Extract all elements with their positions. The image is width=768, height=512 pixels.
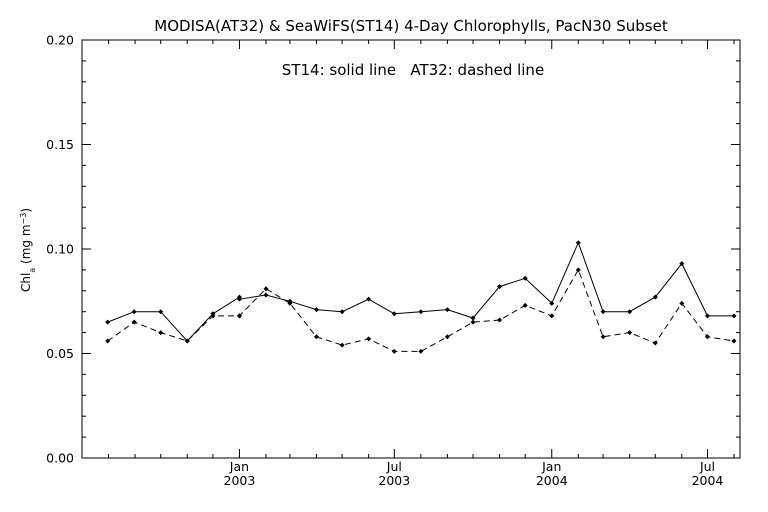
data-point-at32 (549, 313, 555, 319)
x-tick-year-label: 2003 (378, 473, 410, 488)
x-tick-year-label: 2004 (692, 473, 724, 488)
x-tick-month-label: Jan (229, 459, 249, 474)
series-layer (105, 240, 737, 354)
x-tick-year-label: 2004 (536, 473, 568, 488)
data-point-at32 (704, 334, 710, 340)
data-point-st14 (263, 292, 269, 298)
data-point-st14 (470, 315, 476, 321)
data-point-st14 (679, 261, 685, 267)
data-point-st14 (497, 284, 503, 290)
data-point-st14 (158, 309, 164, 315)
y-tick-label: 0.10 (46, 242, 74, 257)
data-point-at32 (444, 334, 450, 340)
y-axis: 0.00 0.05 0.10 0.15 0.20 (46, 33, 740, 466)
y-tick-label: 0.05 (46, 346, 74, 361)
data-point-at32 (679, 300, 685, 306)
data-point-st14 (418, 309, 424, 315)
data-point-at32 (470, 319, 476, 325)
data-point-at32 (497, 317, 503, 323)
data-point-st14 (366, 296, 372, 302)
data-point-st14 (600, 309, 606, 315)
series-legend-annotation: ST14: solid line AT32: dashed line (282, 61, 544, 79)
data-point-st14 (339, 309, 345, 315)
data-point-st14 (549, 300, 555, 306)
data-point-at32 (366, 336, 372, 342)
svg-text:Chla (mg m−3): Chla (mg m−3) (19, 208, 37, 292)
data-point-at32 (263, 286, 269, 292)
x-tick-year-label: 2003 (224, 473, 256, 488)
data-point-st14 (236, 296, 242, 302)
data-point-st14 (313, 307, 319, 313)
series-line-st14 (107, 241, 734, 342)
y-tick-label: 0.20 (46, 33, 74, 48)
x-tick-month-label: Jul (699, 459, 715, 474)
data-point-st14 (444, 307, 450, 313)
plot-frame (81, 39, 741, 459)
data-point-at32 (158, 330, 164, 336)
data-point-st14 (522, 275, 528, 281)
y-tick-label: 0.00 (46, 451, 74, 466)
data-point-at32 (313, 334, 319, 340)
data-point-at32 (339, 342, 345, 348)
y-tick-label: 0.15 (46, 137, 74, 152)
data-point-at32 (627, 330, 633, 336)
x-tick-month-label: Jul (386, 459, 402, 474)
data-point-at32 (210, 313, 216, 319)
data-point-at32 (418, 348, 424, 354)
data-point-st14 (575, 240, 581, 246)
y-axis-title: Chla (mg m−3) (19, 208, 37, 292)
data-point-at32 (575, 267, 581, 273)
chart-title: MODISA(AT32) & SeaWiFS(ST14) 4-Day Chlor… (154, 17, 668, 35)
data-point-at32 (131, 319, 137, 325)
data-point-at32 (522, 302, 528, 308)
data-point-st14 (731, 313, 737, 319)
data-point-st14 (105, 319, 111, 325)
x-tick-month-label: Jan (541, 459, 561, 474)
data-point-at32 (652, 340, 658, 346)
data-point-at32 (600, 334, 606, 340)
data-point-at32 (236, 313, 242, 319)
data-point-at32 (731, 338, 737, 344)
data-point-at32 (391, 348, 397, 354)
data-point-at32 (184, 338, 190, 344)
data-point-st14 (652, 294, 658, 300)
data-point-st14 (704, 313, 710, 319)
data-point-st14 (391, 311, 397, 317)
data-point-at32 (287, 300, 293, 306)
data-point-st14 (131, 309, 137, 315)
data-point-at32 (105, 338, 111, 344)
data-point-st14 (627, 309, 633, 315)
